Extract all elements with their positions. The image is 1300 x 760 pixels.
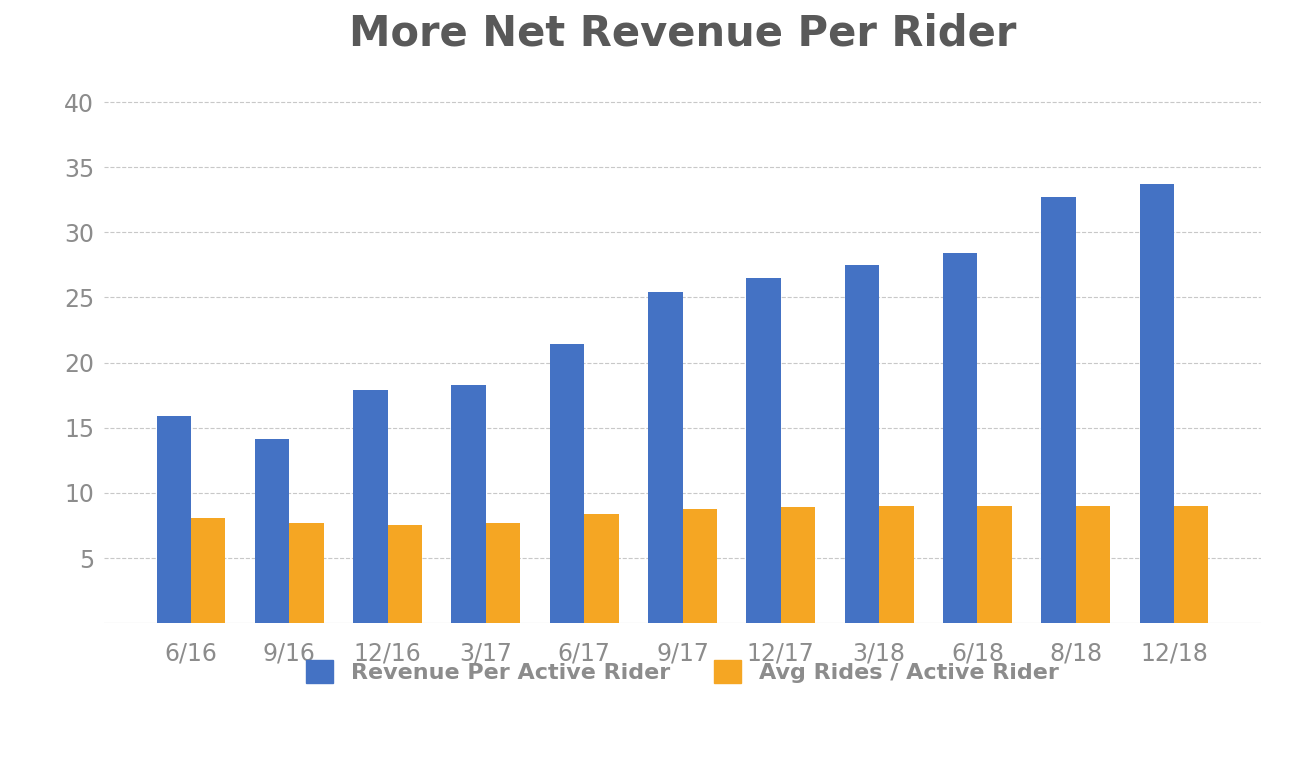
Bar	[781, 507, 815, 623]
Bar	[649, 293, 683, 623]
Bar	[1041, 197, 1075, 623]
Bar	[942, 253, 978, 623]
Bar	[1075, 506, 1110, 623]
Title: More Net Revenue Per Rider: More Net Revenue Per Rider	[348, 12, 1017, 55]
Bar	[486, 523, 520, 623]
Bar	[255, 439, 290, 623]
Bar	[1174, 506, 1209, 623]
Bar	[550, 344, 584, 623]
Bar	[746, 278, 781, 623]
Bar	[879, 506, 914, 623]
Bar	[290, 523, 324, 623]
Legend: Revenue Per Active Rider, Avg Rides / Active Rider: Revenue Per Active Rider, Avg Rides / Ac…	[295, 649, 1070, 694]
Bar	[387, 525, 422, 623]
Bar	[584, 514, 619, 623]
Bar	[354, 390, 387, 623]
Bar	[1140, 184, 1174, 623]
Bar	[451, 385, 486, 623]
Bar	[845, 265, 879, 623]
Bar	[682, 508, 716, 623]
Bar	[156, 416, 191, 623]
Bar	[191, 518, 225, 623]
Bar	[978, 506, 1011, 623]
